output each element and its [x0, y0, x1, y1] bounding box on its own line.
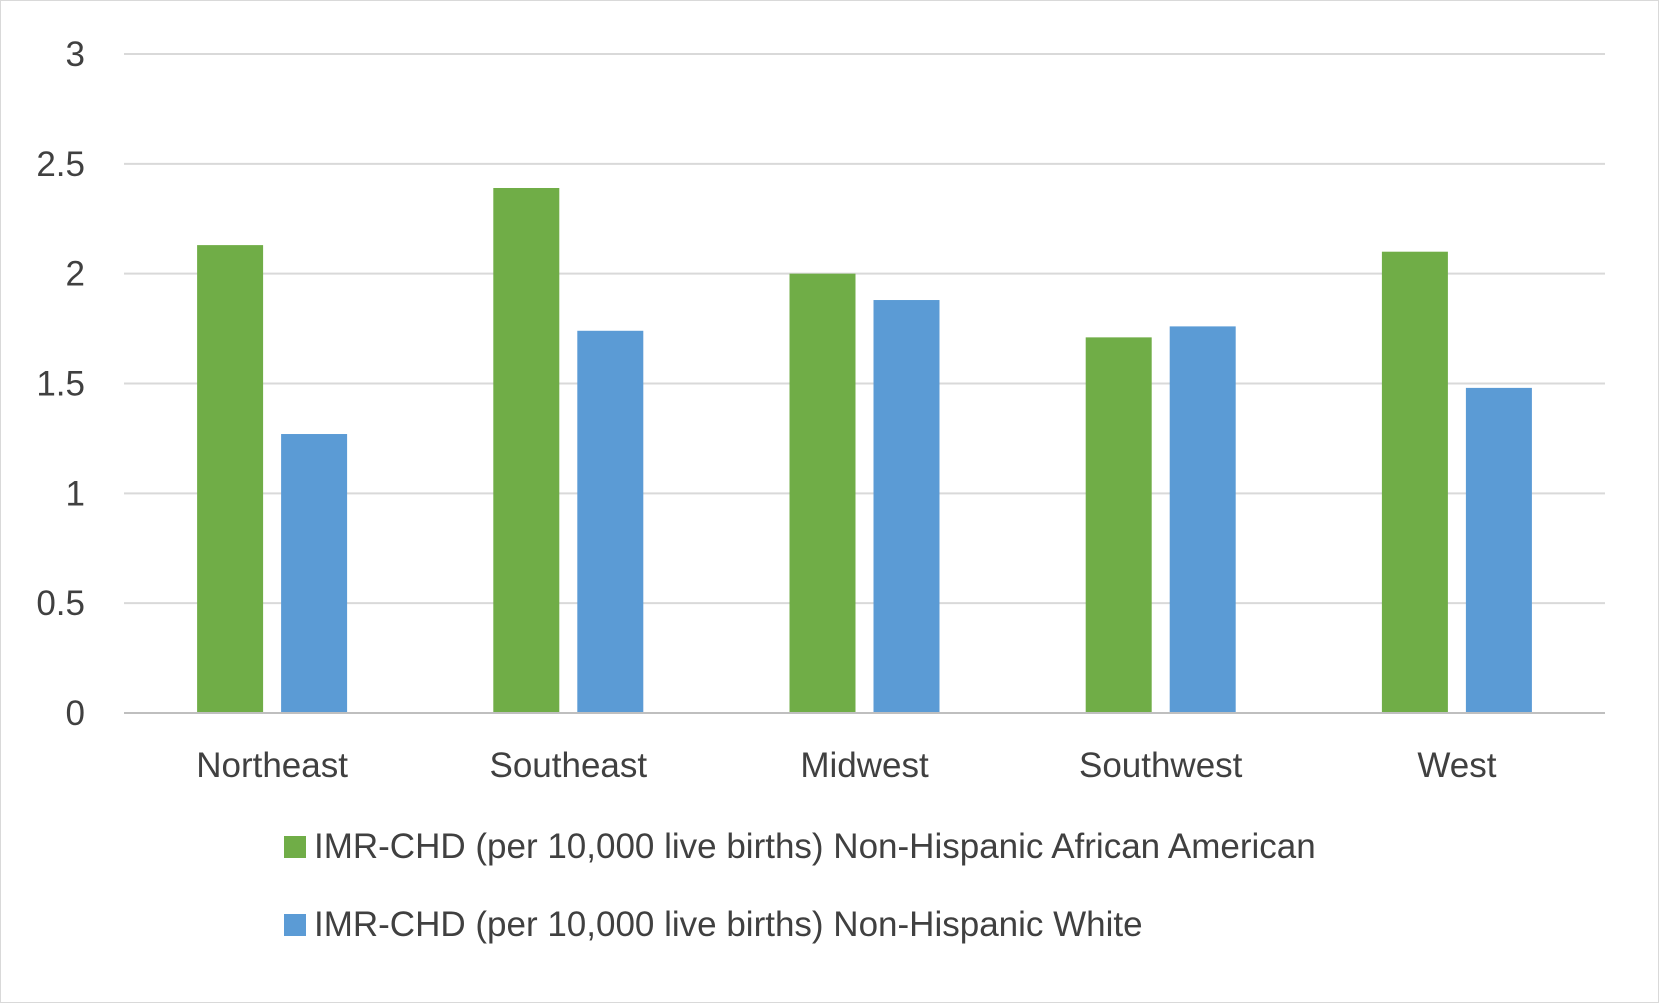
- bar-midwest-series-2: [873, 300, 940, 713]
- bar-southwest-series-1: [1085, 337, 1152, 713]
- y-tick-label: 2.5: [36, 145, 85, 184]
- bar-midwest-series-1: [789, 273, 856, 713]
- x-category-label: Midwest: [800, 746, 929, 785]
- y-tick-label: 0: [66, 694, 85, 733]
- x-axis-category-labels: Northeast Southeast Midwest Southwest West: [196, 746, 1496, 785]
- bars: [124, 187, 1605, 714]
- legend-swatch-1: [284, 836, 306, 858]
- legend-label-2: IMR-CHD (per 10,000 live births) Non-His…: [314, 905, 1143, 944]
- bar-west-series-1: [1381, 251, 1448, 713]
- bar-southwest-series-2: [1169, 326, 1236, 713]
- x-category-label: Northeast: [196, 746, 348, 785]
- y-tick-label: 1: [66, 474, 85, 513]
- y-tick-label: 1.5: [36, 365, 85, 404]
- legend: IMR-CHD (per 10,000 live births) Non-His…: [284, 827, 1316, 944]
- bar-northeast-series-2: [281, 434, 348, 713]
- y-tick-label: 0.5: [36, 584, 85, 623]
- x-category-label: West: [1417, 746, 1496, 785]
- x-category-label: Southwest: [1079, 746, 1243, 785]
- bar-west-series-2: [1465, 387, 1532, 713]
- y-tick-label: 2: [66, 255, 85, 294]
- y-tick-label: 3: [66, 35, 85, 74]
- legend-swatch-2: [284, 914, 306, 936]
- gridlines: [124, 53, 1605, 714]
- bar-southeast-series-2: [577, 330, 644, 713]
- legend-label-1: IMR-CHD (per 10,000 live births) Non-His…: [314, 827, 1316, 866]
- x-category-label: Southeast: [489, 746, 647, 785]
- bar-northeast-series-1: [197, 245, 264, 714]
- y-axis-tick-labels: 0 0.5 1 1.5 2 2.5 3: [36, 35, 85, 733]
- bar-southeast-series-1: [493, 187, 560, 713]
